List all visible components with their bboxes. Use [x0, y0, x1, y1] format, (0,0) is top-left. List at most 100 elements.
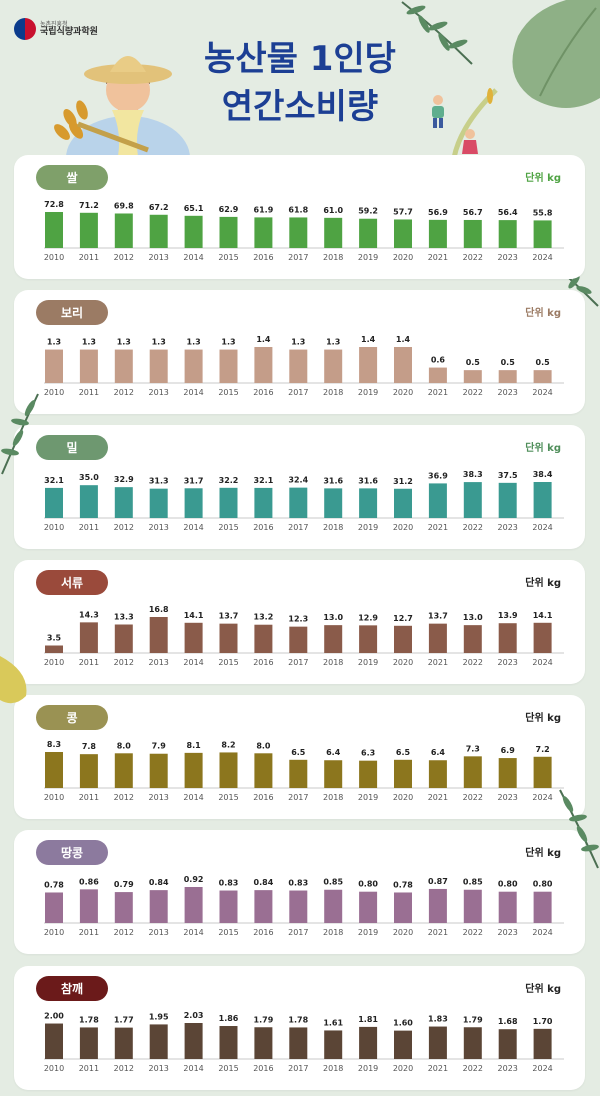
data-label: 32.4 [288, 476, 308, 485]
data-label: 32.9 [114, 475, 134, 484]
x-tick-label: 2013 [149, 793, 169, 802]
data-label: 0.85 [323, 878, 343, 887]
bar [289, 217, 308, 248]
data-label: 1.61 [323, 1018, 343, 1027]
leaf-branch-left-icon [1, 393, 39, 475]
x-tick-label: 2021 [428, 388, 448, 397]
data-label: 57.7 [393, 207, 413, 216]
bar [533, 1028, 552, 1059]
x-tick-label: 2012 [114, 523, 134, 532]
bar [533, 220, 552, 248]
leaf-branch-top-icon [401, 1, 473, 65]
data-label: 14.1 [184, 611, 204, 620]
data-label: 13.7 [219, 612, 239, 621]
x-tick-label: 2023 [498, 253, 518, 262]
bar [149, 214, 168, 248]
x-tick-label: 2014 [183, 1064, 203, 1073]
bar [184, 215, 203, 248]
x-tick-label: 2023 [498, 1064, 518, 1073]
bar [289, 349, 308, 383]
data-label: 56.4 [498, 208, 518, 217]
data-label: 8.0 [117, 741, 132, 750]
chart-card-wheat: 밀 단위 kg 32.1 2010 35.0 2011 32.9 2012 31.3 2013… [14, 425, 585, 549]
x-tick-label: 2017 [288, 658, 308, 667]
category-pill-tubers: 서류 [36, 570, 108, 595]
data-label: 59.2 [358, 207, 378, 216]
data-label: 1.78 [288, 1015, 308, 1024]
x-tick-label: 2010 [44, 523, 64, 532]
x-tick-label: 2016 [253, 523, 273, 532]
bar-chart-barley: 1.3 2010 1.3 2011 1.3 2012 1.3 2013 1.3 2014 1.3 20… [44, 335, 564, 397]
data-label: 36.9 [428, 471, 448, 480]
x-tick-label: 2024 [532, 523, 552, 532]
bar [533, 891, 552, 923]
x-tick-label: 2010 [44, 928, 64, 937]
data-label: 32.1 [44, 476, 64, 485]
bar [359, 347, 378, 383]
x-tick-label: 2021 [428, 658, 448, 667]
bar [114, 213, 133, 248]
bar [114, 753, 133, 788]
data-label: 38.4 [533, 470, 553, 479]
page-title-line2: 연간소비량 [221, 87, 379, 127]
bar [254, 1027, 273, 1059]
data-label: 7.8 [82, 742, 97, 751]
x-tick-label: 2010 [44, 658, 64, 667]
data-label: 7.9 [152, 742, 167, 751]
data-label: 8.3 [47, 740, 61, 749]
x-tick-label: 2013 [149, 1064, 169, 1073]
x-tick-label: 2024 [532, 1064, 552, 1073]
data-label: 1.77 [114, 1016, 134, 1025]
bar [533, 756, 552, 788]
data-label: 3.5 [47, 634, 62, 643]
x-tick-label: 2014 [183, 928, 203, 937]
x-tick-label: 2011 [79, 388, 99, 397]
bar [184, 349, 203, 383]
bar [324, 349, 343, 383]
org-sub-label: 농촌진흥청 [40, 20, 68, 28]
x-tick-label: 2016 [253, 928, 273, 937]
data-label: 31.2 [393, 477, 413, 486]
data-label: 67.2 [149, 203, 169, 212]
data-label: 1.4 [361, 335, 376, 344]
bar [533, 482, 552, 518]
data-label: 6.9 [501, 746, 516, 755]
bar [114, 892, 133, 923]
bar [149, 617, 168, 653]
x-tick-label: 2013 [149, 523, 169, 532]
bar [149, 753, 168, 788]
bar [114, 349, 133, 383]
x-tick-label: 2017 [288, 928, 308, 937]
unit-label-barley: 단위 kg [525, 308, 561, 319]
bar [394, 759, 412, 788]
x-tick-label: 2021 [428, 523, 448, 532]
x-tick-label: 2018 [323, 1064, 343, 1073]
bar [219, 623, 238, 653]
data-label: 6.4 [431, 748, 446, 757]
x-tick-label: 2014 [183, 388, 203, 397]
data-label: 0.5 [501, 358, 516, 367]
bar-chart-peanut: 0.78 2010 0.86 2011 0.79 2012 0.84 2013 0.92 2014… [44, 875, 564, 937]
x-tick-label: 2024 [532, 658, 552, 667]
x-tick-label: 2014 [183, 658, 203, 667]
x-tick-label: 2013 [149, 658, 169, 667]
bar [394, 892, 412, 923]
page-title-line1: 농산물 1인당 [204, 39, 396, 79]
x-tick-label: 2018 [323, 388, 343, 397]
bar [219, 1026, 238, 1059]
x-tick-label: 2019 [358, 658, 378, 667]
bar [45, 752, 63, 788]
x-tick-label: 2022 [463, 928, 483, 937]
bar [219, 349, 238, 383]
x-tick-label: 2014 [183, 523, 203, 532]
data-label: 31.3 [149, 477, 169, 486]
bar [79, 622, 98, 653]
data-label: 12.3 [288, 615, 308, 624]
bar [45, 349, 63, 383]
unit-label-wheat: 단위 kg [525, 443, 561, 454]
bar [289, 759, 308, 788]
bar-chart-sesame: 2.00 2010 1.78 2011 1.77 2012 1.95 2013 2.03 2014… [44, 1011, 564, 1073]
data-label: 55.8 [533, 208, 553, 217]
x-tick-label: 2010 [44, 1064, 64, 1073]
x-tick-label: 2015 [218, 1064, 238, 1073]
